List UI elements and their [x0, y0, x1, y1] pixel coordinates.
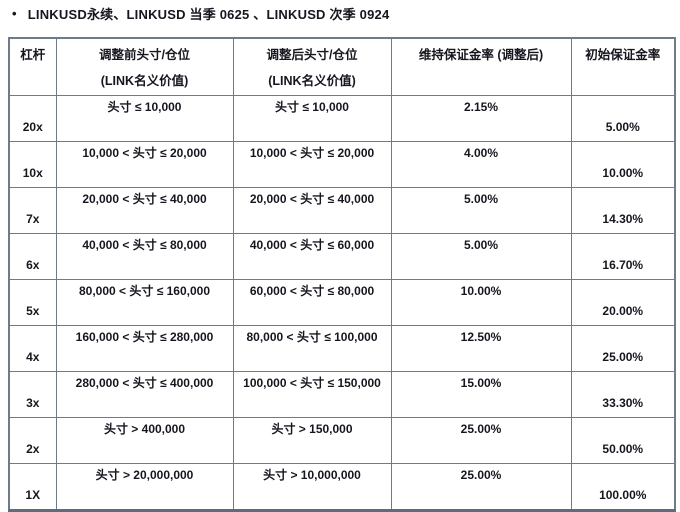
position-after-cell: 40,000 < 头寸 ≤ 60,000: [232, 233, 392, 280]
position-after-cell: 头寸 > 150,000: [232, 417, 392, 464]
maintenance-margin-cell: 25.00%: [390, 417, 572, 464]
header-leverage-label: 杠杆: [20, 48, 46, 62]
initial-margin-cell: 16.70%: [570, 233, 676, 280]
initial-margin-cell: 25.00%: [570, 325, 676, 372]
header-initial-label: 初始保证金率: [585, 48, 661, 62]
leverage-cell: 6x: [8, 233, 57, 280]
bullet-icon: •: [12, 6, 17, 21]
position-before-cell: 10,000 < 头寸 ≤ 20,000: [55, 141, 234, 188]
page-title: LINKUSD永续、LINKUSD 当季 0625 、LINKUSD 次季 09…: [27, 7, 390, 22]
maintenance-margin-cell: 15.00%: [390, 371, 572, 418]
position-after-cell: 头寸 ≤ 10,000: [232, 95, 392, 142]
leverage-cell: 4x: [8, 325, 57, 372]
table-row: 4x 160,000 < 头寸 ≤ 280,000 80,000 < 头寸 ≤ …: [8, 325, 676, 372]
maintenance-margin-cell: 4.00%: [390, 141, 572, 188]
position-before-cell: 头寸 > 400,000: [55, 417, 234, 464]
position-before-cell: 20,000 < 头寸 ≤ 40,000: [55, 187, 234, 234]
position-after-cell: 100,000 < 头寸 ≤ 150,000: [232, 371, 392, 418]
initial-margin-cell: 14.30%: [570, 187, 676, 234]
initial-margin-cell: 100.00%: [570, 463, 676, 511]
position-after-cell: 80,000 < 头寸 ≤ 100,000: [232, 325, 392, 372]
table-row: 1X 头寸 > 20,000,000 头寸 > 10,000,000 25.00…: [8, 463, 676, 511]
table-row: 3x 280,000 < 头寸 ≤ 400,000 100,000 < 头寸 ≤…: [8, 371, 676, 418]
maintenance-margin-cell: 25.00%: [390, 463, 572, 511]
position-before-cell: 头寸 ≤ 10,000: [55, 95, 234, 142]
leverage-cell: 1X: [8, 463, 57, 511]
maintenance-margin-cell: 5.00%: [390, 233, 572, 280]
header-maintenance-margin: 维持保证金率 (调整后): [390, 37, 572, 96]
leverage-cell: 5x: [8, 279, 57, 326]
leverage-cell: 3x: [8, 371, 57, 418]
leverage-margin-table: 杠杆 调整前头寸/仓位 (LINK名义价值) 调整后头寸/仓位 (LINK名义价…: [8, 37, 676, 512]
header-before-line2: (LINK名义价值): [100, 74, 189, 88]
maintenance-margin-cell: 5.00%: [390, 187, 572, 234]
initial-margin-cell: 20.00%: [570, 279, 676, 326]
leverage-cell: 20x: [8, 95, 57, 142]
position-before-cell: 80,000 < 头寸 ≤ 160,000: [55, 279, 234, 326]
leverage-cell: 2x: [8, 417, 57, 464]
contract-list-bullet-line: • LINKUSD永续、LINKUSD 当季 0625 、LINKUSD 次季 …: [12, 4, 389, 23]
table-row: 2x 头寸 > 400,000 头寸 > 150,000 25.00% 50.0…: [8, 417, 676, 464]
table-row: 7x 20,000 < 头寸 ≤ 40,000 20,000 < 头寸 ≤ 40…: [8, 187, 676, 234]
position-before-cell: 头寸 > 20,000,000: [55, 463, 234, 511]
position-before-cell: 160,000 < 头寸 ≤ 280,000: [55, 325, 234, 372]
maintenance-margin-cell: 2.15%: [390, 95, 572, 142]
header-maintenance-label: 维持保证金率 (调整后): [418, 48, 544, 62]
table-row: 10x 10,000 < 头寸 ≤ 20,000 10,000 < 头寸 ≤ 2…: [8, 141, 676, 188]
header-position-before: 调整前头寸/仓位 (LINK名义价值): [55, 37, 234, 96]
initial-margin-cell: 5.00%: [570, 95, 676, 142]
position-before-cell: 40,000 < 头寸 ≤ 80,000: [55, 233, 234, 280]
position-before-cell: 280,000 < 头寸 ≤ 400,000: [55, 371, 234, 418]
header-before-line1: 调整前头寸/仓位: [99, 48, 190, 62]
position-after-cell: 20,000 < 头寸 ≤ 40,000: [232, 187, 392, 234]
header-position-after: 调整后头寸/仓位 (LINK名义价值): [232, 37, 392, 96]
leverage-cell: 7x: [8, 187, 57, 234]
maintenance-margin-cell: 10.00%: [390, 279, 572, 326]
position-after-cell: 60,000 < 头寸 ≤ 80,000: [232, 279, 392, 326]
leverage-cell: 10x: [8, 141, 57, 188]
header-after-line2: (LINK名义价值): [268, 74, 356, 88]
table-row: 20x 头寸 ≤ 10,000 头寸 ≤ 10,000 2.15% 5.00%: [8, 95, 676, 142]
initial-margin-cell: 50.00%: [570, 417, 676, 464]
initial-margin-cell: 10.00%: [570, 141, 676, 188]
header-leverage: 杠杆: [8, 37, 57, 96]
table-row: 6x 40,000 < 头寸 ≤ 80,000 40,000 < 头寸 ≤ 60…: [8, 233, 676, 280]
maintenance-margin-cell: 12.50%: [390, 325, 572, 372]
position-after-cell: 头寸 > 10,000,000: [232, 463, 392, 511]
header-after-line1: 调整后头寸/仓位: [266, 48, 358, 62]
table-row: 5x 80,000 < 头寸 ≤ 160,000 60,000 < 头寸 ≤ 8…: [8, 279, 676, 326]
position-after-cell: 10,000 < 头寸 ≤ 20,000: [232, 141, 392, 188]
table-header-row: 杠杆 调整前头寸/仓位 (LINK名义价值) 调整后头寸/仓位 (LINK名义价…: [8, 37, 676, 96]
header-initial-margin: 初始保证金率: [570, 37, 676, 96]
initial-margin-cell: 33.30%: [570, 371, 676, 418]
